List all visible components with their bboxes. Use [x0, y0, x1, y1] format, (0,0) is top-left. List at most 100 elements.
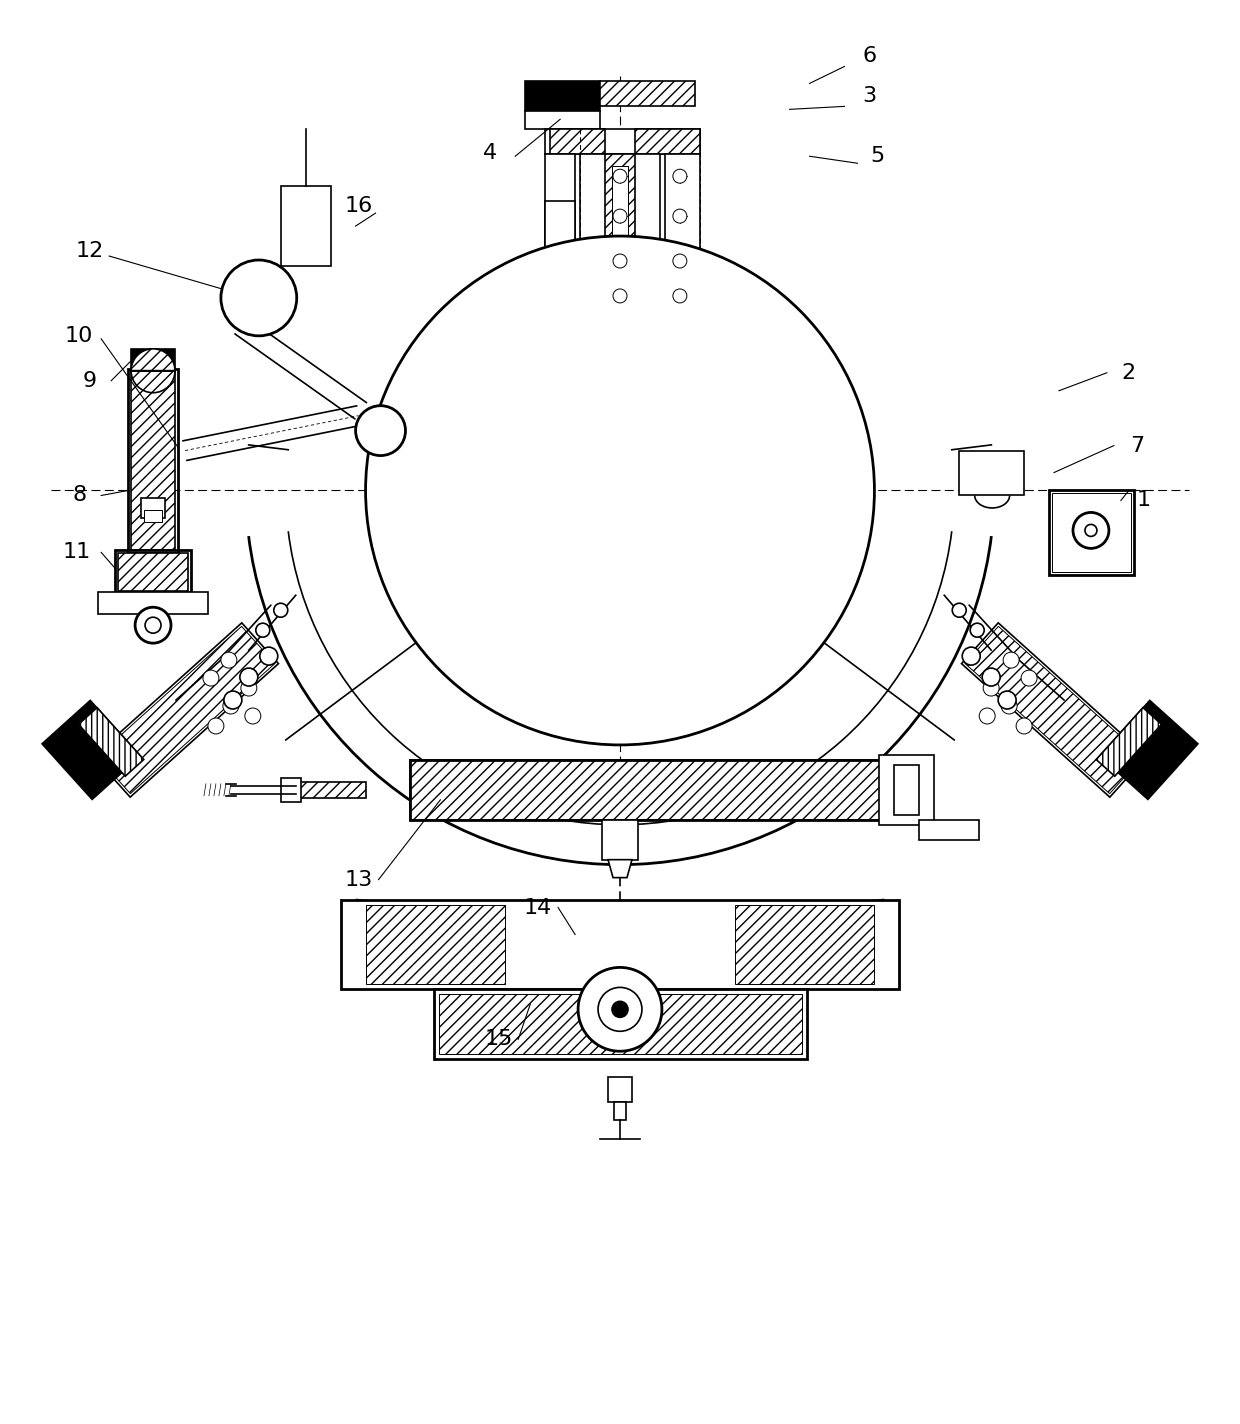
Circle shape: [223, 698, 239, 713]
Polygon shape: [1096, 708, 1162, 776]
Bar: [131, 370, 175, 550]
Text: 8: 8: [72, 486, 87, 506]
Polygon shape: [97, 627, 275, 793]
Circle shape: [135, 607, 171, 644]
Polygon shape: [42, 701, 140, 799]
Circle shape: [970, 624, 985, 637]
Bar: [141, 498, 165, 518]
Circle shape: [203, 671, 219, 686]
Circle shape: [613, 209, 627, 224]
Bar: [603, 820, 637, 860]
Circle shape: [1073, 513, 1109, 548]
Bar: [98, 592, 208, 614]
Bar: [580, 319, 660, 339]
Text: 7: 7: [1130, 436, 1145, 456]
Polygon shape: [131, 349, 175, 370]
Circle shape: [260, 646, 278, 665]
Circle shape: [244, 708, 260, 723]
Text: 13: 13: [345, 870, 373, 890]
Polygon shape: [608, 860, 632, 877]
Circle shape: [613, 169, 627, 184]
Circle shape: [145, 617, 161, 634]
Circle shape: [366, 236, 874, 745]
Text: 2: 2: [1122, 363, 1136, 383]
Circle shape: [239, 668, 258, 686]
Bar: [582, 991, 594, 1027]
Bar: [960, 450, 1024, 496]
Circle shape: [241, 681, 257, 696]
Circle shape: [673, 209, 687, 224]
Circle shape: [980, 708, 996, 723]
Circle shape: [598, 987, 642, 1031]
Circle shape: [221, 652, 237, 668]
Text: 6: 6: [862, 47, 877, 67]
Bar: [128, 369, 179, 554]
Text: 3: 3: [862, 87, 877, 107]
Text: 12: 12: [76, 241, 103, 261]
Circle shape: [1003, 652, 1019, 668]
Bar: [131, 349, 175, 370]
Bar: [735, 904, 874, 984]
Text: 4: 4: [484, 144, 497, 164]
Polygon shape: [78, 708, 144, 776]
Bar: [144, 510, 162, 523]
Polygon shape: [965, 627, 1143, 793]
Circle shape: [673, 169, 687, 184]
Bar: [919, 820, 980, 840]
Circle shape: [1016, 718, 1032, 733]
Circle shape: [983, 681, 999, 696]
Circle shape: [208, 718, 224, 733]
Circle shape: [1001, 698, 1017, 713]
Text: 5: 5: [870, 147, 884, 167]
Polygon shape: [961, 622, 1147, 797]
Circle shape: [255, 624, 270, 637]
Circle shape: [613, 289, 627, 303]
Bar: [613, 167, 627, 320]
Bar: [546, 201, 575, 281]
Text: 16: 16: [345, 197, 373, 216]
Bar: [410, 760, 889, 820]
Circle shape: [613, 253, 627, 268]
Bar: [546, 130, 699, 154]
Bar: [665, 154, 699, 273]
Text: 1: 1: [1137, 490, 1151, 510]
Bar: [118, 554, 188, 591]
Circle shape: [998, 691, 1016, 709]
Bar: [341, 900, 899, 990]
Text: 11: 11: [62, 543, 91, 562]
Bar: [605, 154, 635, 319]
Bar: [608, 1077, 632, 1102]
Circle shape: [224, 691, 242, 709]
Circle shape: [982, 668, 1001, 686]
Circle shape: [578, 967, 662, 1051]
Bar: [1052, 494, 1131, 572]
Bar: [434, 990, 806, 1059]
Circle shape: [274, 604, 288, 617]
Circle shape: [962, 646, 980, 665]
Circle shape: [952, 604, 966, 617]
Bar: [600, 81, 694, 107]
Bar: [546, 154, 575, 273]
Bar: [115, 550, 191, 592]
Bar: [879, 755, 934, 824]
Bar: [635, 130, 699, 154]
Circle shape: [613, 1001, 627, 1017]
Bar: [295, 782, 366, 797]
Bar: [280, 187, 331, 266]
Polygon shape: [93, 622, 279, 797]
Text: 15: 15: [484, 1030, 512, 1049]
Text: 9: 9: [82, 370, 97, 390]
Text: 10: 10: [64, 326, 93, 346]
Bar: [410, 760, 889, 820]
Circle shape: [1021, 671, 1037, 686]
Bar: [551, 130, 605, 154]
Circle shape: [673, 289, 687, 303]
Text: 14: 14: [525, 897, 552, 917]
Bar: [280, 778, 301, 802]
Circle shape: [221, 261, 296, 336]
Bar: [1049, 490, 1133, 575]
Bar: [894, 765, 919, 815]
Polygon shape: [1100, 701, 1198, 799]
Bar: [439, 994, 801, 1054]
Bar: [526, 111, 600, 130]
